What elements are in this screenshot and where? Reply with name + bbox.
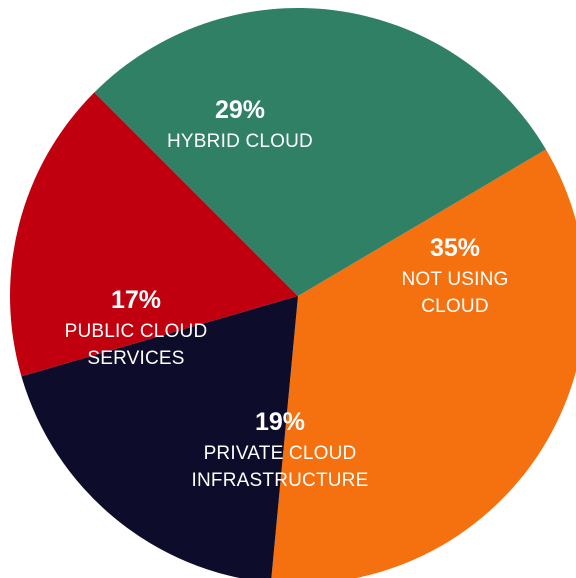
pie-slice-4 xyxy=(94,7,546,297)
slice-category-label: PRIVATE CLOUD xyxy=(204,443,357,464)
pie-slice-1 xyxy=(271,149,576,578)
pie-slices xyxy=(10,7,576,578)
slice-category-label: SERVICES xyxy=(87,348,184,369)
slice-percent-label: 29% xyxy=(215,96,265,124)
pie-labels: 35% NOT USING CLOUD 19% PRIVATE CLOUD INFRAST… xyxy=(65,96,509,491)
slice-category-label: INFRASTRUCTURE xyxy=(192,470,369,491)
slice-category-label: HYBRID CLOUD xyxy=(167,131,313,152)
slice-percent-label: 35% xyxy=(430,234,480,262)
slice-percent-label: 19% xyxy=(255,408,305,436)
slice-category-label: NOT USING xyxy=(401,269,508,290)
slice-category-label: CLOUD xyxy=(421,296,489,317)
slice-category-label: PUBLIC CLOUD xyxy=(65,321,208,342)
pie-slice-3 xyxy=(10,92,298,377)
slice-percent-label: 17% xyxy=(111,286,161,314)
pie-slice-2 xyxy=(21,296,298,578)
